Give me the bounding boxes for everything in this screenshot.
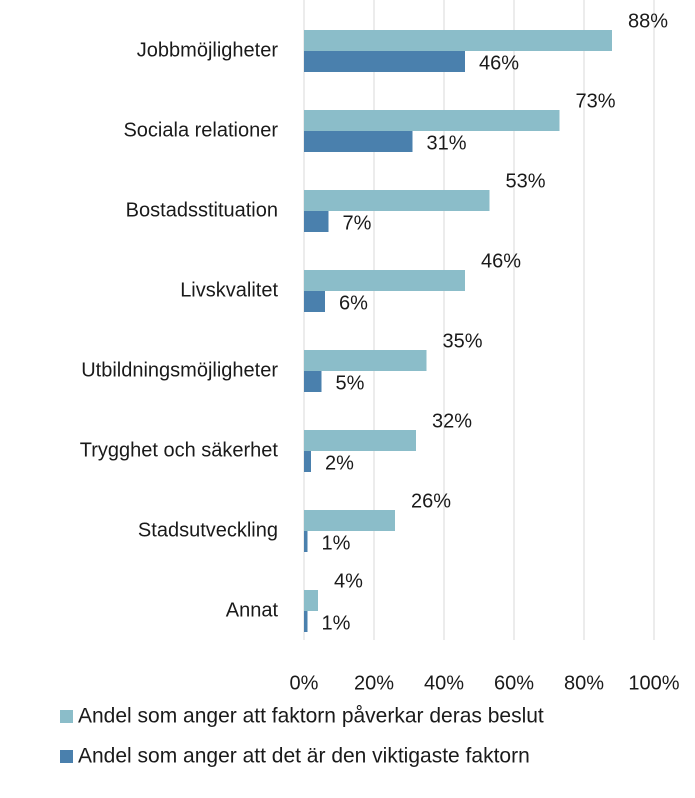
bar bbox=[304, 110, 560, 131]
x-tick-label: 0% bbox=[290, 672, 319, 694]
x-tick-label: 80% bbox=[564, 672, 604, 694]
value-label: 2% bbox=[325, 452, 354, 474]
value-label: 88% bbox=[628, 10, 668, 32]
bar bbox=[304, 590, 318, 611]
value-label: 32% bbox=[432, 410, 472, 432]
y-tick-label: Stadsutveckling bbox=[138, 519, 278, 541]
value-label: 46% bbox=[479, 52, 519, 74]
bar bbox=[304, 451, 311, 472]
bar bbox=[304, 371, 322, 392]
legend-label: Andel som anger att det är den viktigast… bbox=[78, 745, 530, 768]
value-label: 6% bbox=[339, 292, 368, 314]
bar bbox=[304, 291, 325, 312]
x-tick-label: 100% bbox=[628, 672, 679, 694]
y-tick-label: Trygghet och säkerhet bbox=[80, 439, 279, 461]
y-tick-label: Utbildningsmöjligheter bbox=[81, 359, 278, 381]
value-label: 31% bbox=[427, 132, 467, 154]
bar bbox=[304, 190, 490, 211]
value-label: 1% bbox=[322, 532, 351, 554]
legend-label: Andel som anger att faktorn påverkar der… bbox=[78, 705, 544, 728]
bar bbox=[304, 51, 465, 72]
legend-swatch bbox=[60, 750, 73, 763]
bar bbox=[304, 510, 395, 531]
value-label: 35% bbox=[443, 330, 483, 352]
bar bbox=[304, 270, 465, 291]
y-tick-label: Bostadsstituation bbox=[126, 199, 278, 221]
y-tick-label: Livskvalitet bbox=[180, 279, 278, 301]
x-tick-label: 40% bbox=[424, 672, 464, 694]
bar bbox=[304, 30, 612, 51]
legend-swatch bbox=[60, 710, 73, 723]
bar bbox=[304, 430, 416, 451]
y-tick-label: Sociala relationer bbox=[123, 119, 278, 141]
bar bbox=[304, 611, 308, 632]
value-label: 46% bbox=[481, 250, 521, 272]
value-label: 73% bbox=[576, 90, 616, 112]
x-tick-label: 60% bbox=[494, 672, 534, 694]
value-label: 5% bbox=[336, 372, 365, 394]
value-label: 53% bbox=[506, 170, 546, 192]
value-label: 26% bbox=[411, 490, 451, 512]
y-tick-label: Jobbmöjligheter bbox=[137, 39, 279, 61]
value-label: 4% bbox=[334, 570, 363, 592]
bar bbox=[304, 211, 329, 232]
value-label: 7% bbox=[343, 212, 372, 234]
bar bbox=[304, 131, 413, 152]
x-tick-label: 20% bbox=[354, 672, 394, 694]
value-label: 1% bbox=[322, 612, 351, 634]
bar bbox=[304, 350, 427, 371]
y-tick-label: Annat bbox=[226, 599, 279, 621]
bar bbox=[304, 531, 308, 552]
